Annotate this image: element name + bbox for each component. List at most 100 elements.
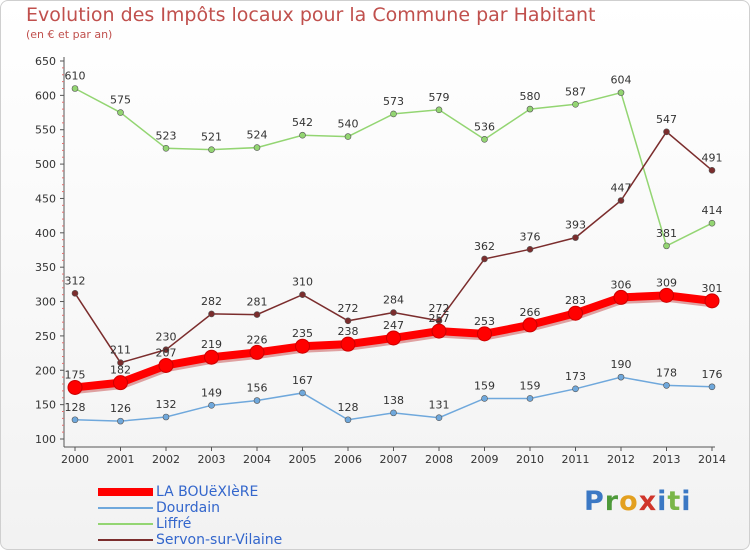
point-0-0 — [67, 379, 83, 395]
value-label-3-14: 491 — [702, 151, 723, 164]
point-1-3 — [208, 402, 215, 409]
point-3-6 — [344, 317, 352, 325]
value-label-0-3: 219 — [201, 338, 222, 351]
point-0-6 — [340, 336, 356, 352]
value-label-2-3: 521 — [201, 131, 222, 144]
x-tick-label-2012: 2012 — [607, 453, 635, 466]
value-label-0-2: 207 — [156, 346, 177, 359]
legend-swatch-3 — [98, 539, 153, 541]
legend-swatch-1 — [98, 507, 153, 509]
value-label-2-7: 573 — [383, 95, 404, 108]
series-3 — [71, 128, 716, 367]
value-label-2-6: 540 — [338, 118, 359, 131]
value-label-0-14: 301 — [702, 282, 723, 295]
point-0-7 — [386, 330, 401, 346]
x-tick-label-2000: 2000 — [61, 453, 89, 466]
point-3-3 — [208, 310, 215, 318]
point-2-5 — [299, 131, 306, 139]
axes: 100 150 200 250 300 350 400 450 500 550 600 650 2000… — [35, 55, 726, 466]
point-3-2 — [162, 346, 170, 353]
value-label-1-6: 128 — [338, 401, 359, 414]
value-label-1-3: 149 — [201, 386, 222, 399]
value-label-2-13: 381 — [656, 227, 677, 240]
value-label-1-9: 159 — [474, 379, 495, 392]
point-2-7 — [390, 110, 397, 118]
value-label-0-11: 283 — [565, 294, 586, 307]
point-3-7 — [390, 309, 397, 316]
value-labels: 610 575 523 521 524 542 540 573 579 536 580 587 604 3… — [65, 69, 723, 415]
point-1-8 — [435, 414, 443, 421]
x-tick-label-2001: 2001 — [107, 453, 135, 466]
y-tick-label-100: 100 — [35, 433, 56, 446]
value-label-2-1: 575 — [110, 94, 131, 107]
value-label-0-5: 235 — [292, 327, 313, 340]
point-2-10 — [526, 105, 534, 113]
x-tick-label-2005: 2005 — [289, 453, 317, 466]
x-tick-label-2009: 2009 — [471, 453, 499, 466]
legend-item-2: Liffré — [98, 516, 338, 532]
point-1-1 — [117, 417, 124, 425]
x-tick-label-2013: 2013 — [653, 453, 681, 466]
legend-item-3: Servon-sur-Vilaine — [98, 532, 338, 548]
value-label-0-1: 182 — [110, 364, 131, 377]
value-label-0-0: 175 — [65, 368, 86, 381]
value-label-2-2: 523 — [156, 129, 177, 142]
point-1-6 — [344, 416, 352, 424]
legend-item-0: LA BOUëXIèRE — [98, 484, 338, 500]
point-0-10 — [522, 317, 538, 333]
value-label-3-1: 211 — [110, 344, 131, 357]
point-0-8 — [431, 323, 447, 339]
point-1-7 — [390, 409, 397, 417]
x-tick-label-2004: 2004 — [243, 453, 271, 466]
y-tick-label-300: 300 — [35, 296, 56, 309]
value-label-1-12: 190 — [611, 358, 632, 371]
point-3-14 — [708, 166, 716, 174]
chart-subtitle: (en € et par an) — [26, 28, 113, 41]
point-0-1 — [113, 375, 128, 391]
y-tick-label-400: 400 — [35, 227, 56, 240]
x-tick-label-2002: 2002 — [152, 453, 180, 466]
legend: LA BOUëXIèRE Dourdain Liffré Servon-sur-… — [98, 484, 338, 548]
y-tick-label-450: 450 — [35, 192, 56, 205]
value-label-3-9: 362 — [474, 240, 495, 253]
series-layer — [67, 85, 720, 425]
value-label-3-2: 230 — [156, 331, 177, 344]
point-2-13 — [663, 242, 670, 250]
y-tick-label-150: 150 — [35, 399, 56, 412]
value-label-0-12: 306 — [611, 278, 632, 291]
value-label-0-10: 266 — [520, 306, 541, 319]
y-tick-label-350: 350 — [35, 261, 56, 274]
value-label-3-6: 272 — [338, 302, 359, 315]
series-0 — [67, 287, 720, 395]
point-1-10 — [526, 395, 534, 402]
value-label-0-6: 238 — [338, 325, 359, 338]
x-tick-label-2011: 2011 — [562, 453, 590, 466]
x-tick-label-2008: 2008 — [425, 453, 453, 466]
value-label-3-3: 282 — [201, 295, 222, 308]
value-label-2-0: 610 — [65, 69, 86, 82]
y-tick-label-200: 200 — [35, 364, 56, 377]
point-3-5 — [299, 291, 306, 298]
line-chart: 100 150 200 250 300 350 400 450 500 550 600 650 2000… — [35, 55, 726, 466]
point-3-13 — [663, 128, 670, 136]
value-label-1-7: 138 — [383, 394, 404, 407]
value-label-1-0: 128 — [65, 401, 86, 414]
value-label-0-8: 257 — [429, 312, 450, 325]
value-label-2-10: 580 — [520, 90, 541, 103]
value-label-2-8: 579 — [429, 91, 450, 104]
x-tick-label-2006: 2006 — [334, 453, 362, 466]
value-label-0-13: 309 — [656, 276, 677, 289]
y-tick-label-600: 600 — [35, 89, 56, 102]
point-3-12 — [617, 197, 625, 204]
point-1-0 — [71, 416, 79, 424]
point-1-12 — [617, 373, 625, 381]
value-label-2-12: 604 — [611, 74, 632, 87]
proxiti-logo: Proxiti — [584, 486, 692, 517]
value-label-3-11: 393 — [565, 219, 586, 232]
point-2-11 — [572, 100, 579, 108]
point-0-9 — [477, 326, 492, 342]
value-label-3-0: 312 — [65, 274, 86, 287]
point-0-2 — [158, 357, 174, 373]
value-label-0-7: 247 — [383, 319, 404, 332]
